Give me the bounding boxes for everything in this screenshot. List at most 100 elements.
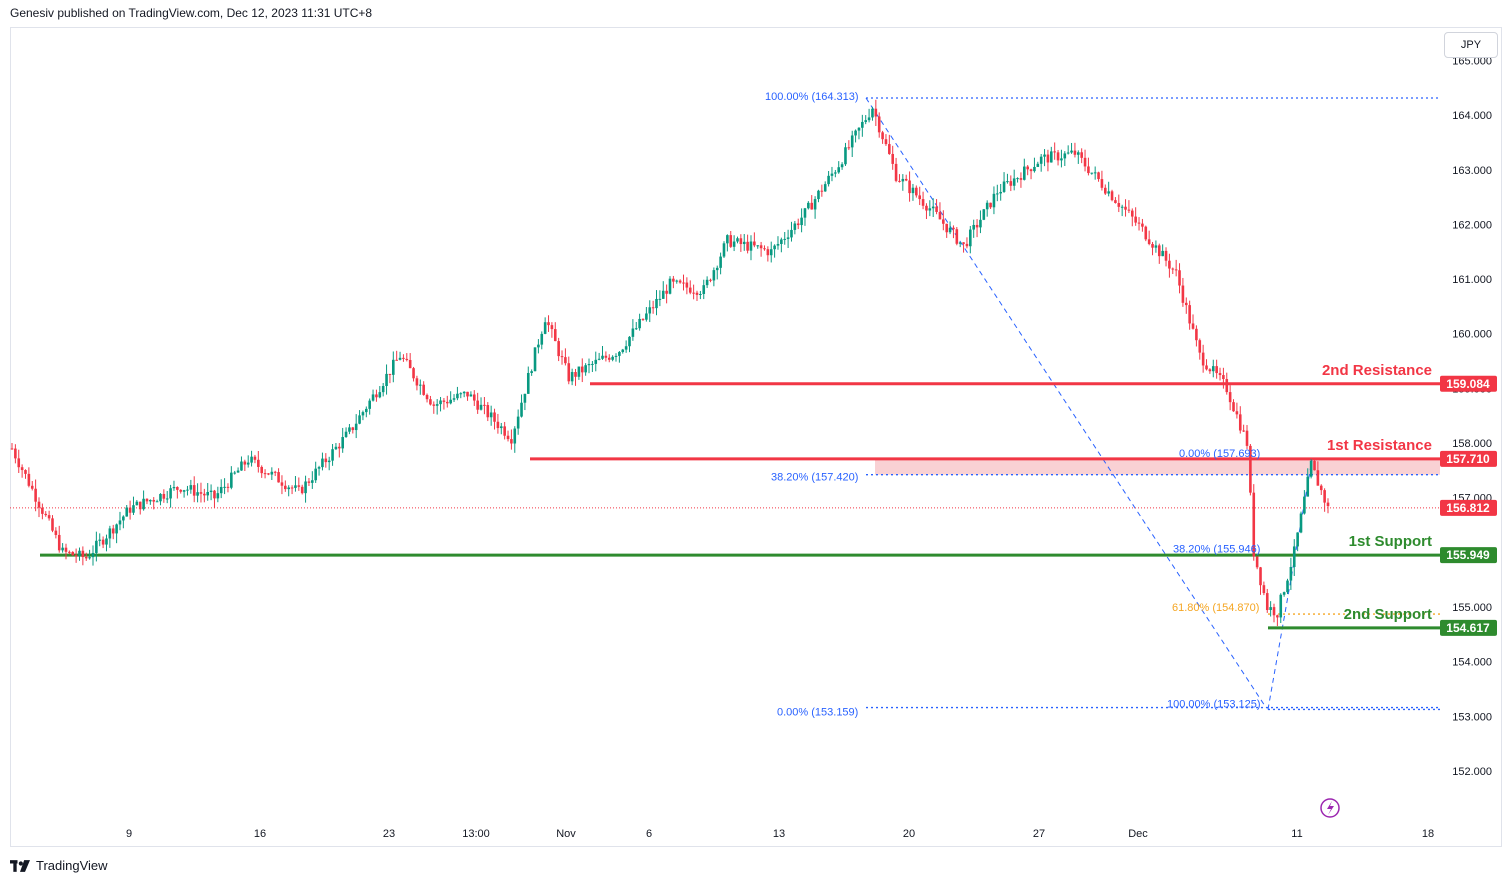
candle-body [392, 359, 395, 375]
candle-body [111, 528, 115, 534]
candle-body [388, 373, 392, 375]
candle-body [719, 256, 722, 268]
candle-body [44, 513, 48, 516]
candle [1093, 166, 1097, 180]
candle-body [496, 421, 500, 429]
candle [874, 99, 878, 126]
candle [985, 200, 989, 217]
candle [719, 252, 722, 275]
candle [1208, 368, 1212, 374]
candle-body [179, 489, 183, 492]
candle-body [641, 318, 645, 320]
candle-body [989, 202, 992, 208]
candle-body [1171, 268, 1175, 270]
candle [1120, 204, 1124, 217]
candle-body [479, 404, 483, 410]
candle-body [317, 467, 321, 469]
candle [1326, 498, 1330, 514]
candle [304, 475, 307, 503]
candle-body [1191, 323, 1195, 329]
x-tick-11: 18 [1422, 828, 1434, 840]
candle-body [98, 539, 102, 541]
candle [780, 237, 783, 253]
candle [712, 267, 716, 287]
candle [523, 393, 527, 411]
candle-body [567, 363, 571, 382]
candle-body [365, 408, 368, 413]
candle [550, 322, 554, 338]
candle-body [1083, 157, 1087, 167]
candle-body [925, 205, 928, 211]
candle [1009, 175, 1013, 192]
candle [483, 396, 486, 415]
candle-body [1255, 556, 1259, 568]
candle-body [533, 347, 537, 372]
candle-body [837, 167, 841, 173]
candle [1023, 158, 1026, 181]
candle [597, 352, 601, 361]
candle [162, 489, 166, 503]
candle [209, 484, 213, 501]
candle-body [341, 437, 344, 449]
candle [456, 386, 459, 401]
candle [604, 351, 608, 362]
candle [996, 184, 999, 202]
candle-body [1063, 153, 1067, 159]
candle-body [759, 245, 763, 249]
candle-body [1198, 340, 1202, 353]
candle-body [935, 206, 938, 212]
candle-body [1117, 202, 1121, 207]
candle [969, 225, 972, 254]
candle [817, 189, 820, 203]
candle-body [1103, 187, 1107, 194]
candle-body [34, 488, 37, 502]
candle-body [1161, 250, 1164, 257]
candle-body [176, 487, 179, 490]
candle-body [435, 404, 439, 406]
candle [169, 484, 172, 508]
candle-body [135, 501, 139, 506]
currency-button[interactable]: JPY [1444, 32, 1498, 58]
y-tick-3: 155.000 [1452, 602, 1492, 614]
x-tick-10: 11 [1291, 828, 1302, 840]
candle [952, 225, 955, 239]
candle [769, 241, 773, 263]
candle [1188, 300, 1191, 330]
candle-body [37, 501, 41, 508]
candle-body [219, 486, 223, 494]
lightning-icon[interactable] [1320, 798, 1340, 818]
candle-body [985, 202, 989, 210]
candle-body [486, 405, 490, 418]
candle-body [682, 282, 685, 284]
candle-body [105, 538, 108, 545]
candle-body [280, 482, 284, 486]
candle-body [624, 346, 628, 350]
candle [661, 281, 665, 299]
candle [479, 397, 483, 411]
candle [1249, 443, 1252, 496]
candle [186, 485, 189, 496]
candle [658, 290, 662, 307]
candle [27, 467, 31, 488]
candle [402, 354, 405, 362]
candle [1019, 172, 1023, 188]
x-tick-9: Dec [1128, 828, 1148, 840]
candle [1100, 170, 1104, 191]
candle [499, 422, 503, 435]
candle [132, 496, 135, 515]
candle [273, 470, 277, 477]
candle-body [955, 229, 959, 244]
candle [189, 479, 193, 494]
candle [300, 484, 304, 495]
candle-body [1201, 352, 1205, 366]
candle [668, 276, 672, 295]
price-badge-0: 159.084 [1446, 377, 1490, 391]
candle [240, 456, 243, 471]
candle-body [24, 470, 27, 474]
candle [1130, 208, 1134, 227]
candle [1066, 145, 1070, 155]
candle [1076, 150, 1080, 164]
candle [101, 536, 105, 549]
candle-body [1056, 152, 1060, 161]
